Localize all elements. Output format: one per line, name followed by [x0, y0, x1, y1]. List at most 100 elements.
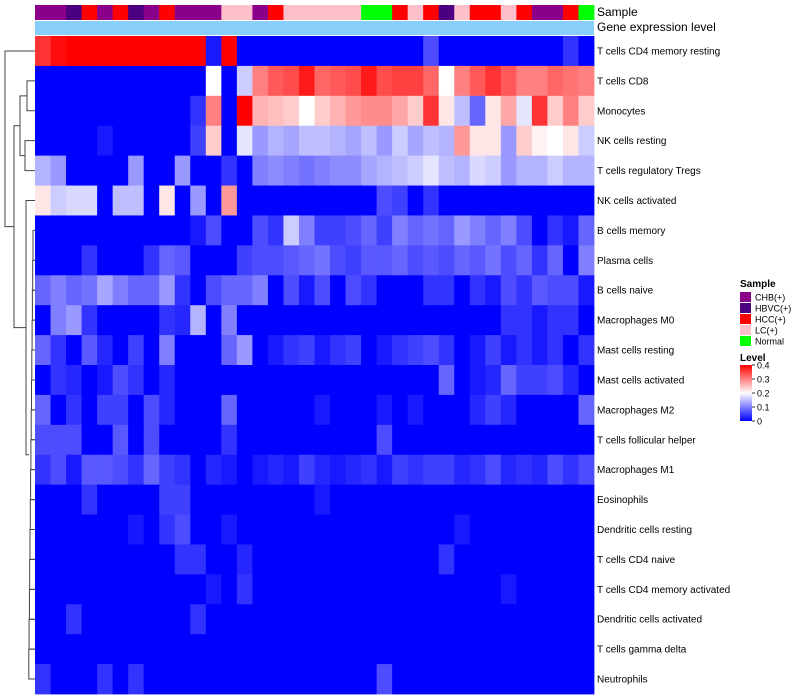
heatmap-cell: [469, 454, 486, 486]
dendrogram-link: [31, 289, 35, 321]
heatmap-cell: [112, 394, 129, 426]
heatmap-cell: [578, 394, 595, 426]
heatmap-cell: [562, 245, 579, 276]
heatmap-cell: [236, 514, 253, 545]
heatmap-cell: [314, 634, 331, 665]
heatmap-cell: [66, 95, 82, 127]
row-label: T cells CD4 naive: [597, 555, 676, 566]
heatmap-cell: [112, 95, 129, 127]
heatmap-cell: [97, 484, 114, 515]
heatmap-cell: [205, 634, 222, 665]
heatmap-cell: [174, 215, 191, 246]
heatmap-cell: [531, 95, 548, 127]
heatmap-cell: [376, 335, 393, 366]
heatmap-cell: [252, 215, 269, 246]
heatmap-cell: [283, 424, 300, 456]
heatmap-cell: [547, 634, 564, 665]
heatmap-cell: [143, 335, 160, 366]
heatmap-cell: [361, 95, 378, 127]
heatmap-cell: [143, 544, 160, 575]
heatmap-cell: [236, 484, 253, 515]
heatmap-cell: [485, 36, 502, 67]
heatmap-cell: [454, 275, 471, 306]
heatmap-cell: [376, 664, 393, 695]
heatmap-cell: [361, 275, 378, 306]
heatmap-cell: [159, 394, 176, 426]
heatmap-cell: [190, 544, 207, 575]
heatmap-cell: [205, 155, 222, 186]
heatmap-cell: [221, 36, 238, 67]
heatmap-cell: [159, 514, 176, 545]
heatmap-cell: [97, 634, 114, 665]
heatmap-cell: [547, 424, 564, 456]
heatmap-cell: [547, 36, 564, 67]
heatmap-cell: [361, 155, 378, 186]
heatmap-cell: [35, 65, 51, 97]
heatmap-cell: [128, 36, 145, 67]
sample-annotation-cell: [221, 5, 238, 20]
heatmap-cell: [578, 155, 595, 186]
heatmap-cell: [174, 275, 191, 306]
legend-swatch: [740, 314, 751, 324]
heatmap-cell: [531, 544, 548, 575]
heatmap-cell: [547, 544, 564, 575]
heatmap-cell: [221, 454, 238, 486]
heatmap-cell: [66, 185, 82, 216]
heatmap-cell: [81, 394, 98, 426]
heatmap-cell: [97, 95, 114, 127]
heatmap-cell: [174, 454, 191, 486]
heatmap-cell: [423, 335, 440, 366]
heatmap-cell: [469, 65, 486, 97]
heatmap-cell: [485, 125, 502, 157]
heatmap-cell: [221, 215, 238, 246]
legend-group-label: CHB(+): [755, 293, 785, 303]
heatmap-cell: [112, 514, 129, 545]
heatmap-cell: [190, 125, 207, 157]
heatmap-cell: [112, 36, 129, 67]
heatmap-cell: [330, 634, 346, 665]
heatmap-cell: [454, 305, 471, 336]
heatmap-cell: [330, 245, 346, 276]
heatmap-cell: [298, 574, 315, 605]
heatmap-cell: [562, 544, 579, 575]
heatmap-cell: [345, 275, 362, 306]
sample-annotation-cell: [516, 5, 533, 20]
heatmap-cell: [143, 155, 160, 186]
legend-sample-title: Sample: [740, 279, 776, 290]
heatmap-cell: [531, 365, 548, 396]
heatmap-cell: [66, 454, 82, 486]
heatmap-cell: [547, 185, 564, 216]
heatmap-cell: [407, 394, 424, 426]
heatmap-cell: [97, 245, 114, 276]
heatmap-cell: [438, 484, 455, 515]
dendrogram-link: [32, 229, 35, 261]
heatmap-cell: [174, 36, 191, 67]
heatmap-cell: [547, 365, 564, 396]
heatmap-cell: [159, 544, 176, 575]
heatmap-cell: [128, 305, 145, 336]
heatmap-cell: [469, 424, 486, 456]
heatmap-cell: [128, 484, 145, 515]
heatmap-cell: [423, 305, 440, 336]
heatmap-cell: [454, 424, 471, 456]
heatmap-cell: [112, 634, 129, 665]
heatmap-cell: [330, 424, 346, 456]
heatmap-cell: [81, 454, 98, 486]
heatmap-cell: [112, 275, 129, 306]
heatmap-cell: [578, 245, 595, 276]
heatmap-cell: [81, 125, 98, 157]
heatmap-cell: [159, 574, 176, 605]
heatmap-cell: [298, 424, 315, 456]
heatmap-cell: [81, 424, 98, 456]
heatmap-cell: [267, 185, 284, 216]
heatmap-cell: [205, 365, 222, 396]
heatmap-cell: [423, 394, 440, 426]
heatmap-cell: [298, 365, 315, 396]
heatmap-cell: [392, 215, 409, 246]
heatmap-cell: [547, 245, 564, 276]
heatmap-cell: [516, 484, 533, 515]
dendrogram-link: [31, 379, 35, 411]
heatmap-cell: [392, 65, 409, 97]
heatmap-cell: [376, 574, 393, 605]
heatmap-cell: [345, 215, 362, 246]
